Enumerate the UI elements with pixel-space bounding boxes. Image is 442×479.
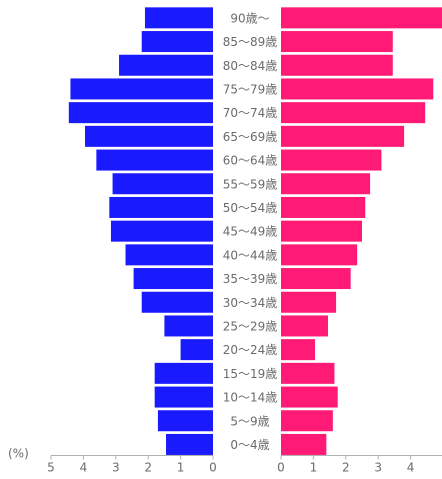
age-label-18: 90歳〜 <box>230 11 269 25</box>
age-label-9: 45〜49歳 <box>223 225 278 239</box>
age-label-4: 20〜24歳 <box>223 343 278 357</box>
bar-left-4 <box>180 339 213 361</box>
right-tick-label-0: 0 <box>277 461 285 475</box>
age-label-13: 65〜69歳 <box>223 130 278 144</box>
right-tick-label-4: 4 <box>407 461 415 475</box>
age-label-12: 60〜64歳 <box>223 154 278 168</box>
bar-right-11 <box>281 173 371 195</box>
age-group-labels: 0〜4歳 5〜9歳 10〜14歳 15〜19歳 20〜24歳 25〜29歳 30〜34歳 35… <box>223 11 278 452</box>
bar-right-13 <box>281 125 405 147</box>
left-tick-label-1: 4 <box>80 461 88 475</box>
bar-right-1 <box>281 410 333 432</box>
unit-label: (%) <box>8 447 29 461</box>
left-tick-label-2: 3 <box>112 461 120 475</box>
bar-right-7 <box>281 268 351 290</box>
age-label-5: 25〜29歳 <box>223 319 278 333</box>
left-x-axis-ticks: 5 4 3 2 1 0 <box>47 455 217 475</box>
bar-left-8 <box>125 244 213 266</box>
age-label-15: 75〜79歳 <box>223 82 278 96</box>
bar-left-11 <box>112 173 213 195</box>
left-tick-label-4: 1 <box>177 461 185 475</box>
bar-left-1 <box>157 410 213 432</box>
right-tick-label-2: 2 <box>342 461 350 475</box>
bar-left-9 <box>110 220 213 242</box>
bar-right-5 <box>281 315 328 337</box>
bar-left-5 <box>164 315 213 337</box>
age-label-3: 15〜19歳 <box>223 367 278 381</box>
bar-right-14 <box>281 102 426 124</box>
age-label-10: 50〜54歳 <box>223 201 278 215</box>
bar-right-17 <box>281 31 393 53</box>
left-series-bars <box>68 7 213 455</box>
age-label-11: 55〜59歳 <box>223 177 278 191</box>
bar-left-13 <box>85 125 213 147</box>
age-label-0: 0〜4歳 <box>230 438 269 452</box>
age-label-14: 70〜74歳 <box>223 106 278 120</box>
bar-right-9 <box>281 220 362 242</box>
age-label-6: 30〜34歳 <box>223 296 278 310</box>
bar-right-16 <box>281 54 393 76</box>
bar-left-12 <box>96 149 213 171</box>
bar-left-10 <box>109 196 213 218</box>
bar-left-3 <box>154 362 213 384</box>
bar-right-2 <box>281 386 338 408</box>
bar-right-12 <box>281 149 382 171</box>
bar-right-0 <box>281 433 327 455</box>
bar-left-2 <box>154 386 213 408</box>
bar-left-6 <box>141 291 213 313</box>
bar-left-15 <box>70 78 213 100</box>
age-label-1: 5〜9歳 <box>230 414 269 428</box>
age-label-2: 10〜14歳 <box>223 391 278 405</box>
bar-right-4 <box>281 339 316 361</box>
bar-right-8 <box>281 244 358 266</box>
bar-left-7 <box>133 268 213 290</box>
right-series-bars <box>281 7 442 455</box>
left-tick-label-5: 0 <box>209 461 217 475</box>
left-tick-label-0: 5 <box>47 461 55 475</box>
age-label-16: 80〜84歳 <box>223 59 278 73</box>
bar-right-3 <box>281 362 335 384</box>
bar-right-18 <box>281 7 442 29</box>
age-label-17: 85〜89歳 <box>223 35 278 49</box>
right-tick-label-1: 1 <box>310 461 318 475</box>
bar-left-18 <box>144 7 213 29</box>
bar-right-6 <box>281 291 337 313</box>
bar-left-0 <box>166 433 213 455</box>
right-x-axis-ticks: 0 1 2 3 4 <box>277 455 415 475</box>
bar-left-16 <box>119 54 213 76</box>
age-label-7: 35〜39歳 <box>223 272 278 286</box>
bar-right-15 <box>281 78 434 100</box>
bar-right-10 <box>281 196 366 218</box>
bar-left-14 <box>68 102 213 124</box>
left-tick-label-3: 2 <box>144 461 152 475</box>
bar-left-17 <box>141 31 213 53</box>
age-label-8: 40〜44歳 <box>223 248 278 262</box>
right-tick-label-3: 3 <box>374 461 382 475</box>
